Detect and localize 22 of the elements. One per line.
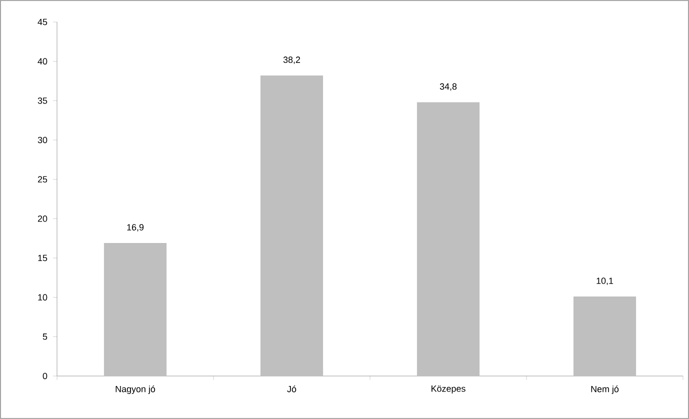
y-tick-label: 25	[38, 176, 48, 183]
bar	[104, 243, 167, 376]
bar	[416, 102, 480, 376]
y-tick-label: 10	[38, 294, 48, 301]
y-tick-label: 45	[38, 18, 48, 26]
y-tick-label: 5	[42, 334, 48, 340]
data-label: 16,9	[127, 224, 144, 232]
data-label: 10,1	[596, 278, 614, 286]
data-label: 38,2	[283, 56, 300, 64]
y-tick-label: 30	[38, 136, 48, 144]
x-tick-label: Nem jó	[591, 386, 619, 394]
x-tick-label: Közepes	[432, 386, 466, 394]
y-tick-label: 35	[38, 97, 48, 104]
data-label: 34,8	[440, 83, 457, 91]
y-tick-label: 40	[38, 58, 48, 65]
x-tick-label: Nagyon jó	[116, 386, 156, 394]
bar	[260, 75, 324, 376]
y-tick-label: 0	[42, 372, 48, 380]
bar	[573, 296, 636, 376]
x-tick-label: Jó	[287, 386, 296, 392]
y-tick-label: 20	[38, 215, 48, 222]
y-tick-label: 15	[38, 254, 48, 262]
